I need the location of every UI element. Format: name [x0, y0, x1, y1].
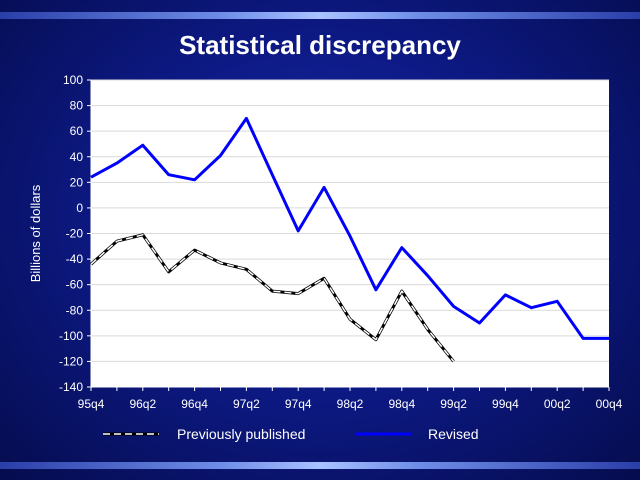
y-tick-label: -40 [66, 252, 84, 266]
y-tick-label: -120 [59, 354, 83, 368]
y-tick-label: -100 [59, 329, 83, 343]
y-tick-label: -80 [66, 303, 84, 317]
y-tick-label: 100 [63, 73, 83, 87]
x-tick-label: 98q4 [388, 397, 415, 411]
chart-title: Statistical discrepancy [179, 30, 461, 60]
top-decorative-bar [0, 12, 640, 19]
y-tick-label: -20 [66, 227, 84, 241]
y-tick-label: 60 [70, 124, 84, 138]
y-tick-label: -140 [59, 380, 83, 394]
axes [87, 79, 610, 391]
x-tick-label: 97q2 [233, 397, 260, 411]
x-tick-label: 96q4 [181, 397, 208, 411]
bottom-decorative-bar [0, 462, 640, 469]
x-tick-label: 98q2 [337, 397, 364, 411]
series-line-outline [90, 233, 455, 363]
legend-label: Previously published [177, 426, 305, 442]
x-tick-label: 96q2 [129, 397, 156, 411]
legend: Previously published Revised [103, 426, 479, 442]
series-line [90, 116, 609, 340]
series-lines [90, 116, 609, 363]
x-tick-label: 99q4 [492, 397, 519, 411]
x-tick-label: 97q4 [285, 397, 312, 411]
y-tick-label: 20 [70, 175, 84, 189]
y-tick-label: 40 [70, 150, 84, 164]
legend-label: Revised [428, 426, 479, 442]
y-tick-label: -60 [66, 278, 84, 292]
x-tick-label: 00q4 [596, 397, 623, 411]
x-tick-label: 95q4 [78, 397, 105, 411]
y-axis-label: Billions of dollars [28, 184, 43, 282]
y-tick-label: 80 [70, 99, 84, 113]
y-tick-label: 0 [76, 201, 83, 215]
x-tick-label: 00q2 [544, 397, 571, 411]
x-tick-label: 99q2 [440, 397, 467, 411]
tick-labels: 100 80 60 40 20 0 -20 -40 -60 -80 -100 -120 -140 95q4… [59, 73, 623, 411]
